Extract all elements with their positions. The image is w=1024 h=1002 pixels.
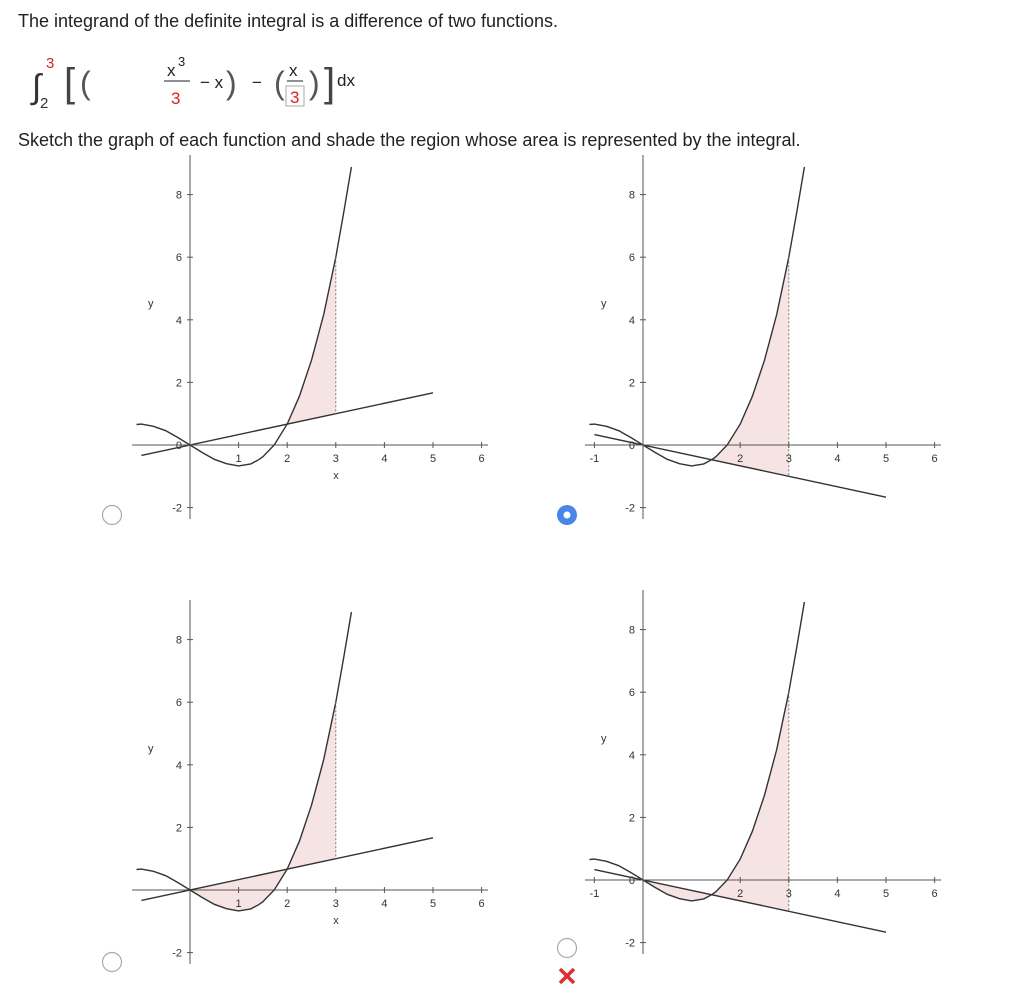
y-tick-label: 8 xyxy=(629,190,635,202)
intro: The integrand of the definite integral i… xyxy=(18,11,558,31)
cubic-curve xyxy=(589,601,806,902)
graph: 1 2 3 4 5 6 -2 2 4 6 8 y x xyxy=(132,600,488,964)
y-tick-label: -2 xyxy=(625,503,635,515)
x-tick-label: 2 xyxy=(284,453,290,465)
graph: -1 2 3 4 5 6 -2 0 2 4 6 8 y xyxy=(585,155,941,519)
cubic-curve xyxy=(589,166,806,467)
y-tick-label: 0 xyxy=(176,440,182,452)
paren: ) xyxy=(226,65,237,101)
x-tick-label: 3 xyxy=(786,888,792,900)
x-tick-label: 6 xyxy=(932,453,938,465)
x-tick-label: 3 xyxy=(333,453,339,465)
cubic-curve xyxy=(136,166,353,467)
denominator: 3 xyxy=(171,89,180,108)
dx: dx xyxy=(337,71,355,90)
y-tick-label: 2 xyxy=(176,822,182,834)
y-tick-label: 2 xyxy=(629,377,635,389)
y-tick-label: -2 xyxy=(172,503,182,515)
y-tick-label: 0 xyxy=(629,440,635,452)
x-tick-label: 3 xyxy=(333,898,339,910)
y-tick-label: 2 xyxy=(176,377,182,389)
x-tick-label: 4 xyxy=(834,453,840,465)
minus: − xyxy=(252,73,262,92)
y-tick-label: 4 xyxy=(629,750,635,762)
paren: ( xyxy=(274,65,285,101)
x-tick-label: 5 xyxy=(430,898,436,910)
cubic-curve xyxy=(136,611,353,912)
y-tick-label: 8 xyxy=(176,635,182,647)
lower-limit: 2 xyxy=(40,95,48,112)
y-tick-label: 6 xyxy=(629,687,635,699)
x-tick-label: 4 xyxy=(381,453,387,465)
x-axis-label: x xyxy=(333,470,339,482)
x-tick-label: 4 xyxy=(834,888,840,900)
numerator: x xyxy=(289,61,298,80)
y-tick-label: 8 xyxy=(176,190,182,202)
x-tick-label: 3 xyxy=(786,453,792,465)
instruction: Sketch the graph of each function and sh… xyxy=(18,130,801,150)
y-tick-label: 4 xyxy=(176,760,182,772)
radio-option[interactable] xyxy=(101,951,123,973)
x-tick-label: 4 xyxy=(381,898,387,910)
y-tick-label: -2 xyxy=(172,948,182,960)
y-axis-label: y xyxy=(601,298,607,310)
integral: ∫ 3 2 [ ( x 3 3 − x ) − ( x 3 ) ] dx xyxy=(30,54,355,112)
graph: -1 2 3 4 5 6 -2 0 2 4 6 8 y xyxy=(585,590,941,954)
y-tick-label: 4 xyxy=(176,315,182,327)
x-tick-label: 5 xyxy=(430,453,436,465)
radio-option[interactable] xyxy=(101,504,123,526)
radio-dot xyxy=(563,511,571,519)
y-tick-label: 6 xyxy=(176,697,182,709)
x-tick-label: 2 xyxy=(284,898,290,910)
x-axis-label: x xyxy=(333,915,339,927)
paren: ( xyxy=(80,65,91,101)
radio-outer xyxy=(101,951,123,973)
y-tick-label: 4 xyxy=(629,315,635,327)
y-axis-label: y xyxy=(148,298,154,310)
integral-sign: ∫ xyxy=(30,68,43,106)
graph: 1 2 3 4 5 6 -2 0 2 4 6 8 y x xyxy=(132,155,488,519)
shaded-region xyxy=(643,692,789,912)
x-tick-label: 5 xyxy=(883,453,889,465)
x-tick-label: -1 xyxy=(590,888,600,900)
y-axis-label: y xyxy=(148,743,154,755)
shaded-region xyxy=(711,257,789,477)
radio-outer xyxy=(556,937,578,959)
x-tick-label: 1 xyxy=(236,453,242,465)
x-tick-label: 6 xyxy=(479,453,485,465)
radio-outer xyxy=(101,504,123,526)
answer-box xyxy=(285,85,305,107)
numerator: x xyxy=(167,61,176,80)
x-tick-label: 2 xyxy=(737,453,743,465)
upper-limit: 3 xyxy=(46,55,54,72)
x-tick-label: 6 xyxy=(932,888,938,900)
y-tick-label: 6 xyxy=(176,252,182,264)
y-axis-label: y xyxy=(601,733,607,745)
paren: ) xyxy=(309,65,320,101)
radio-option[interactable] xyxy=(556,937,578,959)
x-tick-label: 5 xyxy=(883,888,889,900)
incorrect-mark xyxy=(558,967,576,985)
denominator: 3 xyxy=(290,88,299,107)
y-tick-label: 8 xyxy=(629,625,635,637)
y-tick-label: 2 xyxy=(629,812,635,824)
shaded-region xyxy=(190,702,336,911)
bracket: [ xyxy=(64,61,75,105)
bracket: ] xyxy=(324,61,335,105)
y-tick-label: -2 xyxy=(625,938,635,950)
x-tick-label: 2 xyxy=(737,888,743,900)
radio-option[interactable] xyxy=(557,505,577,525)
x-tick-label: 6 xyxy=(479,898,485,910)
y-tick-label: 6 xyxy=(629,252,635,264)
shaded-region xyxy=(287,257,336,425)
y-tick-label: 0 xyxy=(629,875,635,887)
x-tick-label: 1 xyxy=(236,898,242,910)
x-tick-label: -1 xyxy=(590,453,600,465)
minus-x: − x xyxy=(200,73,224,92)
graphs: 1 2 3 4 5 6 -2 0 2 4 6 8 y x -1 2 3 4 5 6 -2 0 2 4 6 8 y 1 2 3 4 5 6 -2 2 4… xyxy=(132,155,941,964)
line-curve xyxy=(141,837,434,902)
exponent: 3 xyxy=(178,54,185,69)
